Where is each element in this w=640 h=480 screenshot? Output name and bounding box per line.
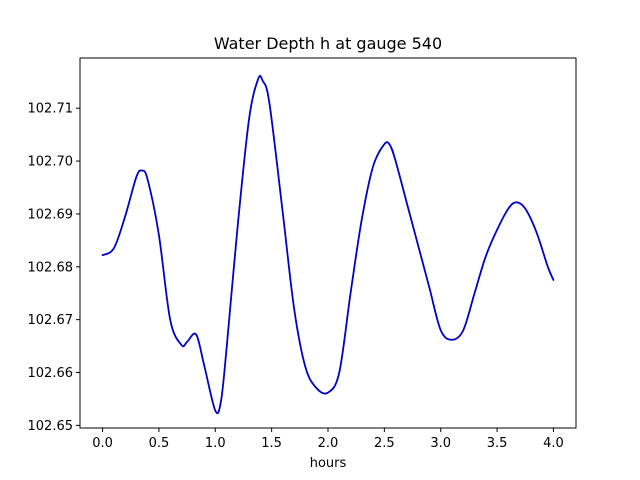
x-axis: 0.0 0.5 1.0 1.5 2.0 2.5 3.0 3.5 4.0 — [92, 428, 564, 451]
y-tick-label: 102.67 — [28, 313, 74, 328]
y-tick-label: 102.66 — [28, 366, 74, 381]
x-tick-label: 3.5 — [487, 436, 508, 451]
x-axis-label: hours — [310, 456, 347, 471]
x-tick-label: 0.5 — [149, 436, 170, 451]
y-tick-label: 102.65 — [28, 419, 74, 434]
y-tick-label: 102.69 — [28, 207, 74, 222]
plot-series — [101, 74, 555, 415]
y-tick-label: 102.68 — [28, 260, 74, 275]
x-tick-label: 0.0 — [92, 436, 113, 451]
chart-title: Water Depth h at gauge 540 — [214, 34, 442, 53]
x-tick-label: 2.5 — [374, 436, 395, 451]
y-axis: 102.65 102.66 102.67 102.68 102.69 102.70 102.… — [28, 102, 80, 434]
series-line-0 — [101, 74, 555, 415]
x-tick-label: 4.0 — [543, 436, 564, 451]
x-tick-label: 3.0 — [430, 436, 451, 451]
x-tick-label: 1.0 — [205, 436, 226, 451]
y-tick-label: 102.70 — [28, 155, 74, 170]
y-tick-label: 102.71 — [28, 102, 74, 117]
x-tick-label: 1.5 — [261, 436, 282, 451]
x-tick-label: 2.0 — [318, 436, 339, 451]
